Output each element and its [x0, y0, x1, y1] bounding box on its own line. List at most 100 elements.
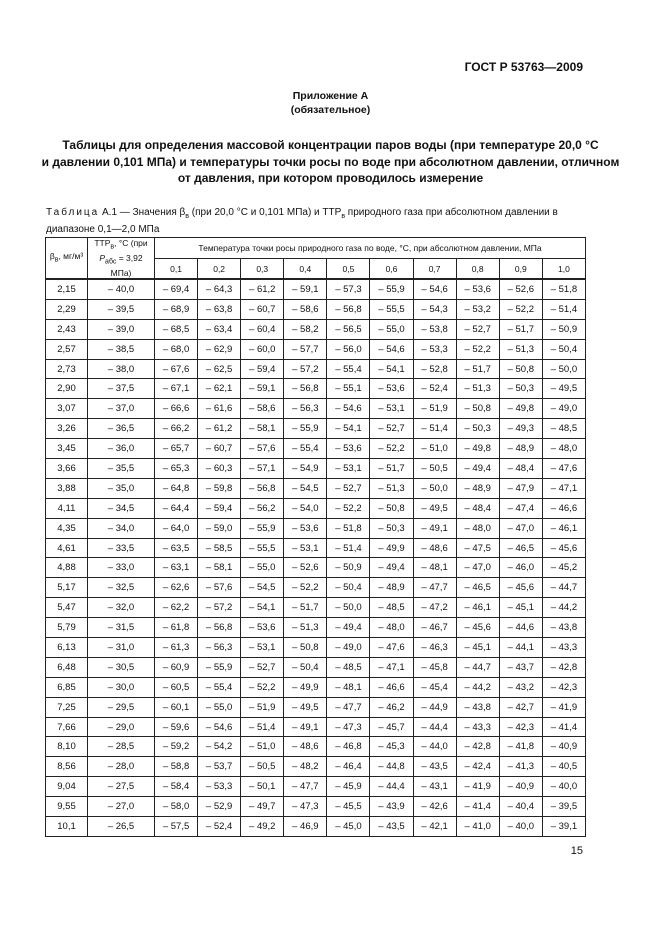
- dew-point-cell: – 47,7: [326, 696, 371, 718]
- dew-point-cell: – 58,6: [240, 398, 285, 420]
- dew-point-cell: – 49,4: [369, 557, 414, 579]
- dew-point-cell: – 47,2: [412, 597, 457, 619]
- dew-point-cell: – 46,8: [326, 736, 371, 758]
- dew-point-cell: – 60,9: [153, 656, 199, 678]
- dew-point-cell: – 49,0: [326, 637, 371, 658]
- dew-point-cell: – 51,0: [240, 736, 285, 758]
- dew-point-cell: – 48,5: [369, 597, 414, 619]
- dew-point-cell: – 48,4: [498, 458, 543, 479]
- ttp-cell: – 32,0: [87, 597, 155, 619]
- dew-point-cell: – 62,9: [197, 338, 242, 360]
- dew-point-cell: – 62,6: [153, 577, 199, 599]
- dew-point-cell: – 56,8: [240, 477, 285, 499]
- dew-point-cell: – 51,8: [326, 517, 371, 539]
- dew-point-cell: – 44,2: [455, 676, 500, 698]
- appendix-status: (обязательное): [290, 104, 371, 116]
- dew-point-cell: – 64,4: [153, 497, 199, 519]
- dew-point-cell: – 42,8: [541, 656, 587, 678]
- dew-point-cell: – 48,4: [455, 497, 500, 519]
- dew-point-cell: – 49,4: [326, 617, 371, 639]
- dew-point-cell: – 50,4: [541, 338, 587, 360]
- dew-point-cell: – 55,4: [197, 676, 242, 698]
- ttp-cell: – 39,5: [87, 298, 155, 320]
- dew-point-cell: – 54,6: [197, 716, 242, 738]
- ttp-cell: – 28,0: [87, 756, 155, 778]
- dew-point-cell: – 52,7: [326, 477, 371, 499]
- dew-point-cell: – 54,1: [326, 418, 371, 440]
- dew-point-cell: – 55,9: [240, 517, 285, 539]
- dew-point-cell: – 53,1: [283, 537, 328, 559]
- dew-point-cell: – 49,1: [283, 716, 328, 738]
- dew-point-cell: – 52,7: [369, 418, 414, 440]
- dew-point-cell: – 49,5: [283, 696, 328, 718]
- dew-point-cell: – 43,1: [412, 776, 457, 798]
- dew-point-cell: – 52,6: [498, 278, 543, 300]
- dew-point-cell: – 46,3: [412, 637, 457, 658]
- ttp-cell: – 37,5: [87, 378, 155, 400]
- header-pressure: 0,3: [240, 258, 285, 280]
- dew-point-cell: – 45,5: [326, 796, 371, 818]
- dew-point-cell: – 48,0: [541, 438, 587, 460]
- dew-point-cell: – 42,6: [412, 796, 457, 818]
- beta-cell: 8,56: [45, 756, 88, 778]
- table-row: 8,10– 28,5– 59,2– 54,2– 51,0– 48,6– 46,8…: [45, 736, 587, 758]
- dew-point-cell: – 49,9: [369, 537, 414, 559]
- dew-point-cell: – 45,1: [498, 597, 543, 619]
- dew-point-cell: – 47,7: [283, 776, 328, 798]
- dew-point-cell: – 51,8: [541, 278, 587, 300]
- dew-point-cell: – 47,3: [283, 796, 328, 818]
- header-pressure: 0,7: [412, 258, 457, 280]
- beta-cell: 6,13: [45, 637, 88, 658]
- ttp-cell: – 38,5: [87, 338, 155, 360]
- dew-point-cell: – 40,9: [498, 776, 543, 798]
- dew-point-cell: – 56,8: [283, 378, 328, 400]
- dew-point-cell: – 58,6: [283, 298, 328, 320]
- dew-point-cell: – 41,9: [455, 776, 500, 798]
- dew-point-cell: – 41,4: [541, 716, 587, 738]
- dew-point-cell: – 53,7: [197, 756, 242, 778]
- dew-point-cell: – 44,9: [412, 696, 457, 718]
- dew-point-cell: – 45,6: [498, 577, 543, 599]
- dew-point-cell: – 57,3: [326, 278, 371, 300]
- table-row: 6,48– 30,5– 60,9– 55,9– 52,7– 50,4– 48,5…: [45, 656, 587, 678]
- dew-point-cell: – 50,8: [283, 637, 328, 658]
- dew-point-cell: – 48,5: [326, 656, 371, 678]
- table-row: 7,25– 29,5– 60,1– 55,0– 51,9– 49,5– 47,7…: [45, 696, 587, 718]
- dew-point-cell: – 42,7: [498, 696, 543, 718]
- dew-point-cell: – 53,1: [240, 637, 285, 658]
- table-row: 9,55– 27,0– 58,0– 52,9– 49,7– 47,3– 45,5…: [45, 796, 587, 818]
- dew-point-cell: – 59,2: [153, 736, 199, 758]
- dew-point-table: βв, мг/м³ ТТРв, °С (при Pабс = 3,92 МПа) …: [45, 237, 587, 837]
- dew-point-cell: – 56,3: [197, 637, 242, 658]
- beta-cell: 2,43: [45, 318, 88, 340]
- header-pressure: 0,6: [369, 258, 414, 280]
- dew-point-cell: – 61,2: [197, 418, 242, 440]
- dew-point-cell: – 48,1: [326, 676, 371, 698]
- dew-point-cell: – 63,4: [197, 318, 242, 340]
- dew-point-cell: – 43,5: [369, 816, 414, 837]
- dew-point-cell: – 45,6: [455, 617, 500, 639]
- dew-point-cell: – 54,6: [326, 398, 371, 420]
- dew-point-cell: – 59,4: [197, 497, 242, 519]
- dew-point-cell: – 47,1: [369, 656, 414, 678]
- dew-point-cell: – 46,6: [369, 676, 414, 698]
- dew-point-cell: – 66,2: [153, 418, 199, 440]
- table-row: 2,57– 38,5– 68,0– 62,9– 60,0– 57,7– 56,0…: [45, 338, 587, 360]
- beta-cell: 3,88: [45, 477, 88, 499]
- ttp-cell: – 29,0: [87, 716, 155, 738]
- dew-point-cell: – 51,3: [455, 378, 500, 400]
- beta-cell: 7,66: [45, 716, 88, 738]
- ttp-cell: – 27,5: [87, 776, 155, 798]
- ttp-cell: – 31,5: [87, 617, 155, 639]
- dew-point-cell: – 51,7: [455, 358, 500, 380]
- header-pressure: 0,2: [197, 258, 242, 280]
- dew-point-cell: – 52,7: [455, 318, 500, 340]
- dew-point-cell: – 54,2: [197, 736, 242, 758]
- table-row: 3,07– 37,0– 66,6– 61,6– 58,6– 56,3– 54,6…: [45, 398, 587, 420]
- ttp-cell: – 36,0: [87, 438, 155, 460]
- header-pressure: 0,5: [326, 258, 371, 280]
- dew-point-cell: – 46,9: [283, 816, 328, 837]
- dew-point-cell: – 58,2: [283, 318, 328, 340]
- dew-point-cell: – 44,1: [498, 637, 543, 658]
- beta-cell: 2,90: [45, 378, 88, 400]
